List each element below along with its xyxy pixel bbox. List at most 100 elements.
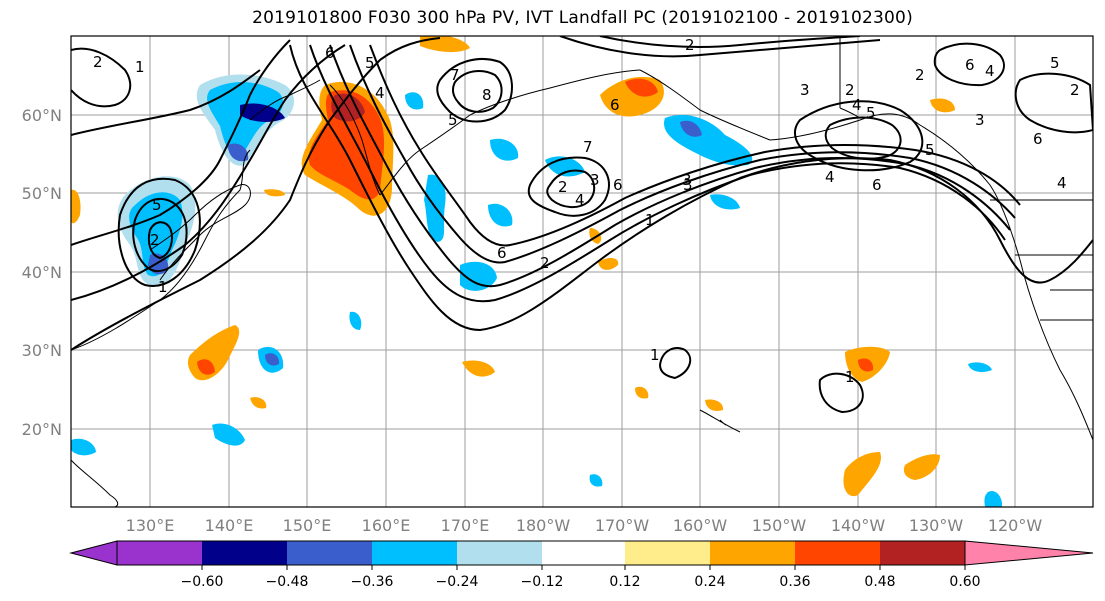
warm-patch-small-4: [250, 397, 267, 409]
lon-label: 130°E: [126, 516, 175, 535]
warm-core-20n-140e: [197, 359, 215, 375]
contour-label: 6: [497, 244, 507, 262]
warm-patch-north: [420, 36, 470, 53]
contour-2: [71, 44, 346, 301]
contour-main-5: [369, 44, 1021, 247]
contour-north-3: [599, 36, 861, 48]
lon-label: 170°E: [441, 516, 490, 535]
cold-patch-small-3: [589, 474, 603, 487]
lat-label: 40°N: [22, 263, 62, 282]
contour-label: 2: [558, 178, 568, 196]
lat-label: 60°N: [22, 106, 62, 125]
contour-label: 3: [682, 171, 692, 189]
contour-label: 8: [482, 86, 492, 104]
colorbar-ticks: [201, 565, 966, 570]
contour-south-boundary: [71, 37, 441, 351]
contour-label: 1: [845, 368, 855, 386]
lon-label: 140°W: [831, 516, 886, 535]
contour-ring-gulf-1: [794, 100, 924, 172]
cold-patch-small-2: [710, 194, 740, 210]
colorbar-frame: [116, 540, 966, 566]
colorbar-tick-label: 0.36: [779, 574, 810, 590]
contour-ring-north-1: [436, 58, 513, 123]
colorbar: −0.60 −0.48 −0.36 −0.24 −0.12 0.12 0.24 …: [69, 540, 1094, 590]
contour-label: 4: [985, 62, 995, 80]
coast-philippines: [71, 459, 119, 507]
warm-patch-small-3: [598, 258, 619, 270]
warm-patch-west-edge: [71, 189, 81, 224]
lon-label: 180°W: [516, 516, 571, 535]
contour-ring-japan-2: [132, 198, 188, 273]
contour-main-1: [289, 44, 1093, 332]
contour-west-4: [71, 69, 261, 136]
contour-label: 5: [152, 196, 162, 214]
contour-north-2: [559, 36, 881, 58]
coast-north-america: [639, 69, 1093, 441]
colorbar-tick-label: −0.36: [351, 574, 394, 590]
cold-peak-30n: [265, 353, 280, 366]
contour-ring-bering-1: [527, 156, 610, 217]
contour-label: 1: [650, 346, 660, 364]
colorbar-swatch: [795, 541, 880, 565]
lon-label: 140°E: [205, 516, 254, 535]
warm-patch-south-2: [903, 454, 940, 480]
colorbar-tick-label: −0.12: [521, 574, 564, 590]
latitude-labels: 60°N 50°N 40°N 30°N 20°N: [22, 106, 62, 439]
colorbar-swatch: [287, 541, 372, 565]
warm-patch-north-east: [930, 98, 955, 113]
colorbar-tick-label: −0.60: [181, 574, 224, 590]
contour-label: 4: [852, 96, 862, 114]
contour-label: 3: [800, 81, 810, 99]
longitude-labels: 130°E 140°E 150°E 160°E 170°E 180°W 170°…: [126, 516, 1043, 535]
borders-na: [990, 199, 1093, 321]
colorbar-tick-label: 0.12: [609, 574, 640, 590]
warm-core-30n-140w: [858, 358, 874, 372]
contour-ring-ne-2: [1014, 72, 1093, 134]
colorbar-swatch: [880, 541, 965, 565]
colorbar-tick-label: 0.48: [864, 574, 895, 590]
colorbar-swatch: [710, 541, 795, 565]
contour-label: 6: [965, 56, 975, 74]
lon-label: 170°W: [595, 516, 650, 535]
lon-label: 150°E: [283, 516, 332, 535]
colorbar-swatch: [542, 541, 625, 565]
coast-japan: [149, 184, 251, 281]
contour-1-hawaii: [658, 347, 692, 380]
warm-patch-south-1: [843, 452, 881, 497]
lat-label: 50°N: [22, 184, 62, 203]
coastlines: [71, 36, 1093, 507]
cold-patch-west-south: [71, 438, 96, 456]
contour-ring-bering-2: [546, 169, 596, 208]
contour-label: 1: [158, 278, 168, 296]
lat-label: 20°N: [22, 420, 62, 439]
contour-label: 6: [610, 96, 620, 114]
contour-label: 3: [683, 176, 693, 194]
warm-core-kamchatka: [308, 90, 385, 200]
contour-label: 6: [613, 176, 623, 194]
colorbar-swatch: [117, 541, 202, 565]
contour-label: 7: [583, 138, 593, 156]
colorbar-tick-label: 0.60: [949, 574, 980, 590]
colorbar-extend-low: [69, 540, 118, 566]
cold-patch-small-1: [349, 311, 362, 330]
contour-label: 2: [150, 231, 160, 249]
pv-shading: [71, 36, 1003, 507]
lon-label: 130°W: [909, 516, 964, 535]
contour-label: 4: [375, 84, 385, 102]
lon-label: 160°W: [673, 516, 728, 535]
contour-label: 4: [825, 168, 835, 186]
contour-label: 2: [1070, 81, 1080, 99]
contour-label: 2: [685, 36, 695, 54]
contour-main-3: [329, 44, 1011, 288]
coast-asia: [71, 149, 251, 351]
warm-patch-small-1: [462, 360, 495, 377]
coast-hawaii: [699, 409, 741, 433]
warm-patch-small-6: [635, 386, 649, 399]
contour-label: 6: [1033, 130, 1043, 148]
contour-label: 5: [1050, 54, 1060, 72]
colorbar-swatch: [202, 541, 287, 565]
contour-label: 5: [365, 54, 375, 72]
contour-label: 1: [135, 58, 145, 76]
contour-main-4: [349, 44, 1016, 264]
